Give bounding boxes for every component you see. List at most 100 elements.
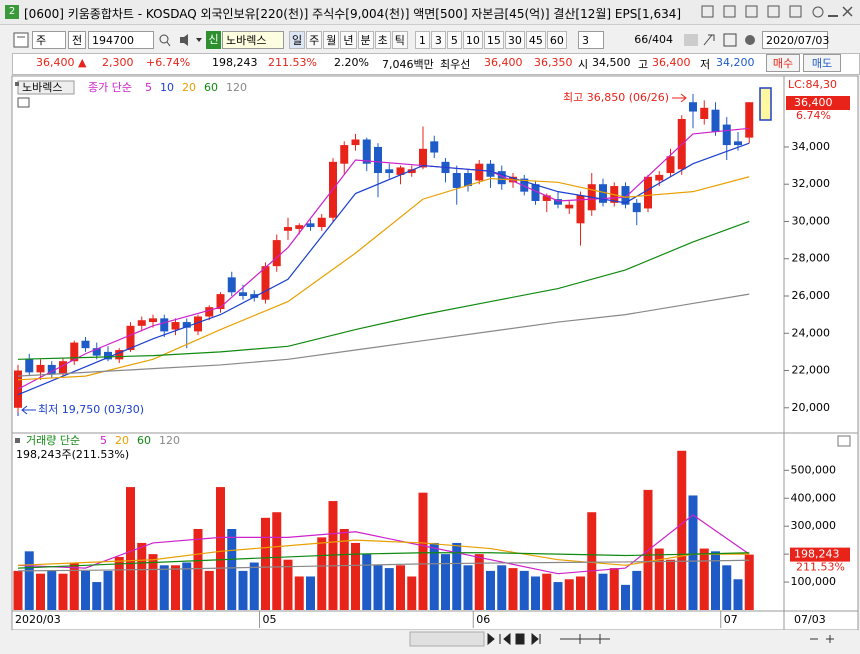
- candle-body: [205, 307, 214, 317]
- candle-body: [340, 145, 349, 164]
- volume-bar: [148, 554, 158, 610]
- turnover: 2.20%: [334, 56, 369, 69]
- volume-bar: [587, 512, 597, 610]
- candle-body: [689, 102, 697, 112]
- candle-body: [160, 318, 169, 332]
- moving-average: [17, 559, 750, 572]
- volume-bar: [24, 551, 34, 610]
- volume-bar: [654, 548, 664, 610]
- candle-body: [182, 322, 191, 328]
- candle-body: [25, 359, 34, 373]
- candle-body: [666, 156, 675, 174]
- volume-bar: [711, 551, 720, 610]
- volume-bar: [92, 582, 102, 610]
- y-tick-label: 22,000: [792, 364, 831, 377]
- window-buttons[interactable]: [700, 4, 855, 20]
- date-input[interactable]: 2020/07/03: [762, 31, 829, 49]
- interval-button[interactable]: 1: [414, 31, 430, 49]
- y-tick-label: 26,000: [792, 289, 831, 302]
- volume-bar: [114, 556, 124, 610]
- buy-button[interactable]: 매수: [766, 54, 800, 72]
- candle-body: [385, 169, 394, 174]
- code-input[interactable]: 194700: [88, 31, 154, 49]
- legend-ma: 20: [182, 81, 196, 94]
- legend-ma: 120: [159, 434, 180, 447]
- interval-button[interactable]: 월: [323, 31, 340, 49]
- volume-bar: [159, 565, 169, 610]
- volume-bar: [58, 573, 68, 610]
- last-date: 07/03: [794, 613, 826, 626]
- tool-icons[interactable]: [682, 31, 760, 49]
- interval-button[interactable]: 45: [525, 31, 546, 49]
- candle-body: [396, 167, 405, 175]
- interval-button[interactable]: 년: [340, 31, 357, 49]
- last-price: 36,400: [794, 96, 833, 109]
- candle-body: [137, 320, 146, 326]
- interval-button[interactable]: 분: [357, 31, 374, 49]
- last-volume-rate: 211.53%: [796, 561, 845, 574]
- multiplier[interactable]: 3: [578, 31, 604, 49]
- candle-body: [700, 107, 709, 119]
- legend-ma: 60: [137, 434, 151, 447]
- menu-icon[interactable]: [12, 31, 32, 49]
- volume-bar: [13, 570, 23, 610]
- volume-bar: [294, 576, 304, 610]
- rate: +6.74%: [146, 56, 191, 69]
- volume-bar: [36, 573, 45, 610]
- candle-body: [655, 174, 664, 181]
- interval-button[interactable]: 60: [546, 31, 567, 49]
- interval-button[interactable]: 30: [504, 31, 525, 49]
- candle-body: [599, 184, 607, 203]
- x-tick-label: 06: [476, 613, 490, 626]
- period-select[interactable]: 주: [32, 31, 66, 49]
- search-buttons[interactable]: [156, 31, 204, 49]
- interval-button[interactable]: 주: [306, 31, 323, 49]
- y-tick-label: 300,000: [791, 519, 837, 532]
- high-note: 최고 36,850 (06/26): [563, 91, 669, 104]
- legend-name: 노바렉스: [22, 81, 62, 94]
- candle-body: [92, 348, 101, 356]
- volume-bar: [519, 570, 529, 610]
- interval-button[interactable]: 3: [430, 31, 446, 49]
- candle-body: [47, 364, 56, 375]
- candle-body: [374, 146, 382, 174]
- interval-buttons: 일 주 월 년 분 초 틱 1 3 5 10 15 30 45 60: [289, 31, 567, 49]
- ask: 36,400: [484, 56, 523, 69]
- interval-button[interactable]: 틱: [391, 31, 408, 49]
- volume-bar: [744, 554, 754, 610]
- moving-average: [17, 220, 750, 360]
- volume-bar: [103, 570, 113, 610]
- candle-body: [576, 195, 585, 224]
- interval-button[interactable]: 초: [374, 31, 391, 49]
- volume-bar: [126, 487, 135, 610]
- close-pane[interactable]: [837, 435, 851, 447]
- legend-ma: 5: [100, 434, 107, 447]
- volume: 198,243: [212, 56, 258, 69]
- scrollbar[interactable]: [409, 631, 485, 647]
- app-icon: 2: [5, 5, 19, 19]
- grid-icon: [17, 97, 30, 108]
- interval-button[interactable]: 10: [462, 31, 483, 49]
- sell-button[interactable]: 매도: [803, 54, 841, 72]
- volume-bar: [452, 542, 462, 610]
- window-title: [0600] 키움종합차트 - KOSDAQ 외국인보유[220(천)] 주식수…: [24, 7, 682, 21]
- volume-bar: [564, 579, 574, 610]
- candle-body: [475, 163, 484, 181]
- volume-bar: [733, 579, 743, 610]
- current-marker: [759, 87, 772, 121]
- volume-bar: [283, 559, 293, 610]
- low-note: 최저 19,750 (03/30): [38, 403, 144, 416]
- candle-body: [171, 322, 180, 330]
- interval-button[interactable]: 15: [483, 31, 504, 49]
- interval-button[interactable]: 5: [446, 31, 462, 49]
- interval-button[interactable]: 일: [289, 31, 306, 49]
- volume-bar: [621, 584, 630, 610]
- scroll-buttons[interactable]: [487, 632, 541, 646]
- volume-bar: [351, 542, 360, 610]
- candle-body: [81, 340, 90, 349]
- zoom-controls[interactable]: [560, 634, 834, 644]
- volume-bar: [429, 542, 439, 610]
- candle-body: [430, 141, 439, 153]
- adjust-select[interactable]: 전: [68, 31, 86, 49]
